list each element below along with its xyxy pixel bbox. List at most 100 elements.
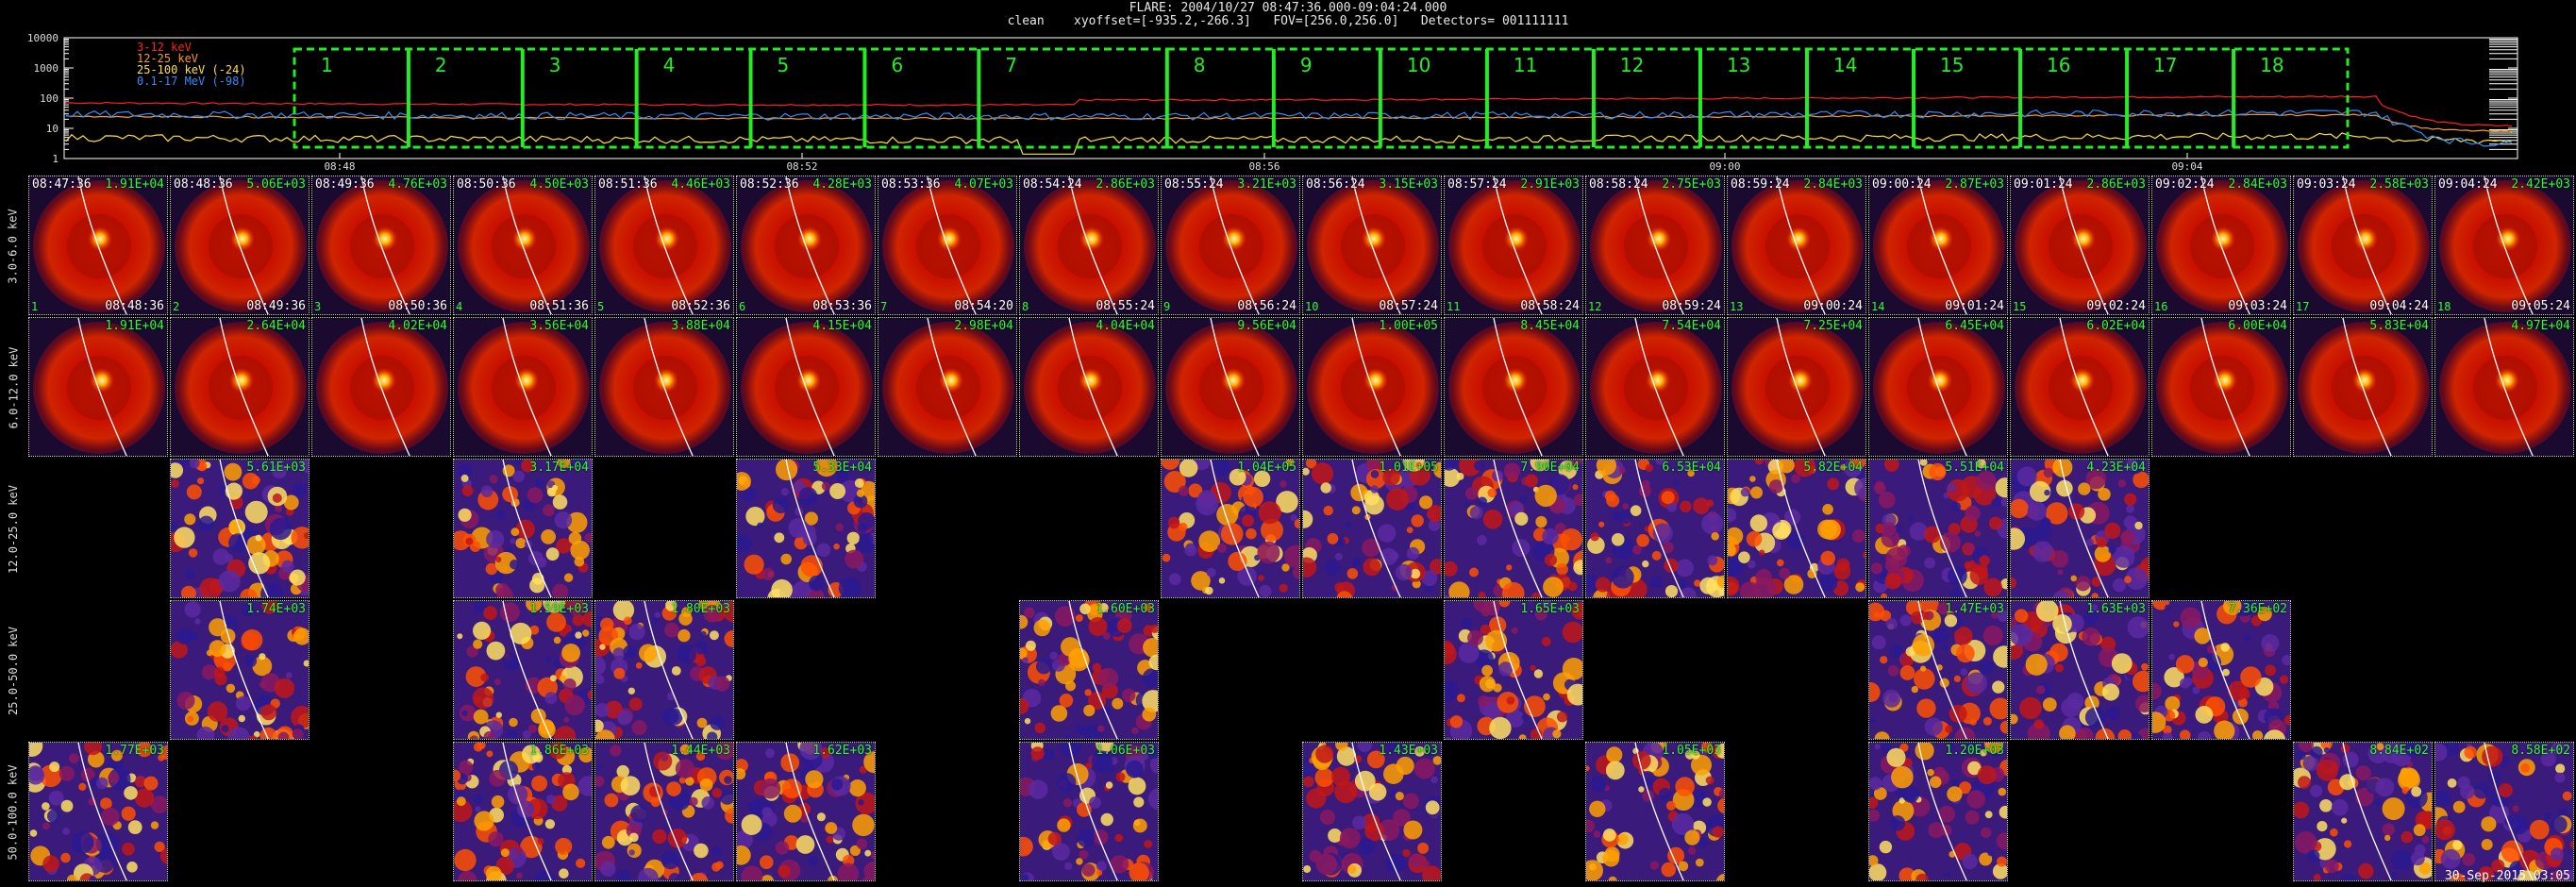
image-tile[interactable]: 1.80E+03 [594,600,734,740]
image-tile[interactable]: 8.58E+02 [2434,742,2574,881]
image-tile[interactable]: 1.47E+03 [1868,600,2008,740]
xray-image [171,318,309,456]
image-tile[interactable]: 4.02E+04 [311,317,451,457]
image-tile[interactable]: 1.60E+03 [1019,600,1159,740]
source-blob [1221,368,1246,393]
image-tile[interactable]: 1.59E+03 [453,600,593,740]
image-tile[interactable]: 1.06E+03 [1019,742,1159,881]
image-tile[interactable]: 4.76E+03 08:49:36 08:50:36 3 [311,176,451,315]
image-tile[interactable]: 3.56E+04 [453,317,593,457]
image-tile[interactable]: 1.00E+05 [1302,317,1442,457]
image-tile[interactable]: 4.50E+03 08:50:36 08:51:36 4 [453,176,593,315]
solar-limb-line [1776,460,1826,597]
energy-band-label: 6.0-12.0 keV [0,317,26,459]
end-time: 08:57:24 [1379,299,1438,313]
image-tile[interactable]: 1.63E+03 [2010,600,2149,740]
peak-value: 1.20E+03 [1945,744,2004,758]
image-tile[interactable]: 3.88E+04 [594,317,734,457]
end-time: 08:49:36 [246,299,306,313]
peak-value: 4.28E+03 [812,177,872,192]
solar-limb-line [1351,176,1401,314]
image-tile[interactable]: 1.20E+03 [1868,742,2008,881]
image-tile[interactable]: 6.53E+04 [1585,459,1725,598]
image-tile[interactable]: 4.15E+04 [736,317,876,457]
source-blob [2353,226,2378,251]
image-tile[interactable]: 7.36E+02 [2151,600,2291,740]
xray-image [1869,460,2007,597]
solar-limb-line [77,318,127,456]
image-tile[interactable]: 2.86E+03 08:54:24 08:55:24 8 [1019,176,1159,315]
image-tile[interactable]: 5.33E+04 [736,459,876,598]
image-tile[interactable]: 1.74E+03 [170,600,309,740]
end-time: 08:59:24 [1662,299,1721,313]
xray-image [29,318,167,456]
peak-value: 1.80E+03 [671,602,730,616]
image-tile[interactable]: 1.91E+04 [28,317,168,457]
image-tile[interactable]: 4.28E+03 08:52:36 08:53:36 6 [736,176,876,315]
end-time: 09:03:24 [2228,299,2287,313]
image-tile[interactable]: 1.62E+03 [736,742,876,881]
image-tile[interactable]: 5.82E+04 [1727,459,1866,598]
image-tile[interactable]: 8.45E+04 [1444,317,1583,457]
image-tile[interactable]: 5.83E+04 [2293,317,2433,457]
image-tile[interactable]: 4.07E+03 08:53:36 08:54:20 7 [878,176,1017,315]
peak-value: 4.76E+03 [388,177,447,192]
source-blob [1646,368,1670,393]
solar-limb-line [1917,460,1967,597]
image-tile[interactable]: 2.84E+03 08:59:24 09:00:24 13 [1727,176,1866,315]
image-tile[interactable]: 1.65E+03 [1444,600,1583,740]
image-tile[interactable]: 1.86E+03 [453,742,593,881]
image-tile[interactable]: 1.77E+03 [28,742,168,881]
image-tile[interactable]: 1.44E+03 [594,742,734,881]
image-tile[interactable]: 4.46E+03 08:51:36 08:52:36 5 [594,176,734,315]
image-tile[interactable]: 6.02E+04 [2010,317,2149,457]
image-tile[interactable]: 1.91E+04 08:47:36 08:48:36 1 [28,176,168,315]
xray-image [1162,318,1299,456]
interval-label: 13 [1727,54,1750,76]
image-tile[interactable]: 3.17E+04 [453,459,593,598]
image-tile[interactable]: 4.04E+04 [1019,317,1159,457]
image-tile[interactable]: 7.54E+04 [1585,317,1725,457]
image-tile[interactable]: 4.97E+04 [2434,317,2574,457]
xray-image [454,743,592,880]
image-tile[interactable]: 5.61E+03 [170,459,309,598]
image-tile[interactable]: 2.98E+04 [878,317,1017,457]
image-tile[interactable]: 6.00E+04 [2151,317,2291,457]
image-tile[interactable]: 8.84E+02 [2293,742,2433,881]
image-tile[interactable]: 7.25E+04 [1727,317,1866,457]
image-tile[interactable]: 2.58E+03 09:03:24 09:04:24 17 [2293,176,2433,315]
image-tile[interactable]: 5.06E+03 08:48:36 08:49:36 2 [170,176,309,315]
solar-limb-line [2059,318,2109,456]
image-tile[interactable]: 2.42E+03 09:04:24 09:05:24 18 [2434,176,2574,315]
peak-value: 3.15E+03 [1379,177,1438,192]
image-tile[interactable]: 2.87E+03 09:00:24 09:01:24 14 [1868,176,2008,315]
interval-index: 14 [1871,300,1885,313]
xray-image [1445,601,1582,739]
image-tile[interactable]: 6.45E+04 [1868,317,2008,457]
interval-label: 5 [778,54,790,76]
interval-label: 1 [321,54,333,76]
image-tile[interactable]: 1.01E+05 [1302,459,1442,598]
start-time: 09:00:24 [1872,177,1932,192]
clean-params: clean xyoffset=[-935.2,-266.3] FOV=[256.… [1007,14,1569,28]
image-tile[interactable]: 3.21E+03 08:55:24 08:56:24 9 [1161,176,1300,315]
image-tile[interactable]: 2.91E+03 08:57:24 08:58:24 11 [1444,176,1583,315]
image-tile[interactable]: 1.43E+03 [1302,742,1442,881]
image-tile[interactable]: 2.86E+03 09:01:24 09:02:24 15 [2010,176,2149,315]
image-tile[interactable]: 9.56E+04 [1161,317,1300,457]
solar-limb-line [219,601,269,739]
start-time: 09:02:24 [2155,177,2215,192]
image-tile[interactable]: 3.15E+03 08:56:24 08:57:24 10 [1302,176,1442,315]
image-tile[interactable]: 5.51E+04 [1868,459,2008,598]
image-tile[interactable]: 4.23E+04 [2010,459,2149,598]
xray-image [737,743,875,880]
image-tile[interactable]: 2.84E+03 09:02:24 09:03:24 16 [2151,176,2291,315]
source-blob [1788,368,1813,393]
solar-limb-line [1351,318,1401,456]
image-tile[interactable]: 2.75E+03 08:58:24 08:59:24 12 [1585,176,1725,315]
image-tile[interactable]: 1.05E+03 [1585,742,1725,881]
solar-limb-line [1351,743,1401,880]
image-tile[interactable]: 1.04E+05 [1161,459,1300,598]
image-tile[interactable]: 2.64E+04 [170,317,309,457]
image-tile[interactable]: 7.90E+04 [1444,459,1583,598]
